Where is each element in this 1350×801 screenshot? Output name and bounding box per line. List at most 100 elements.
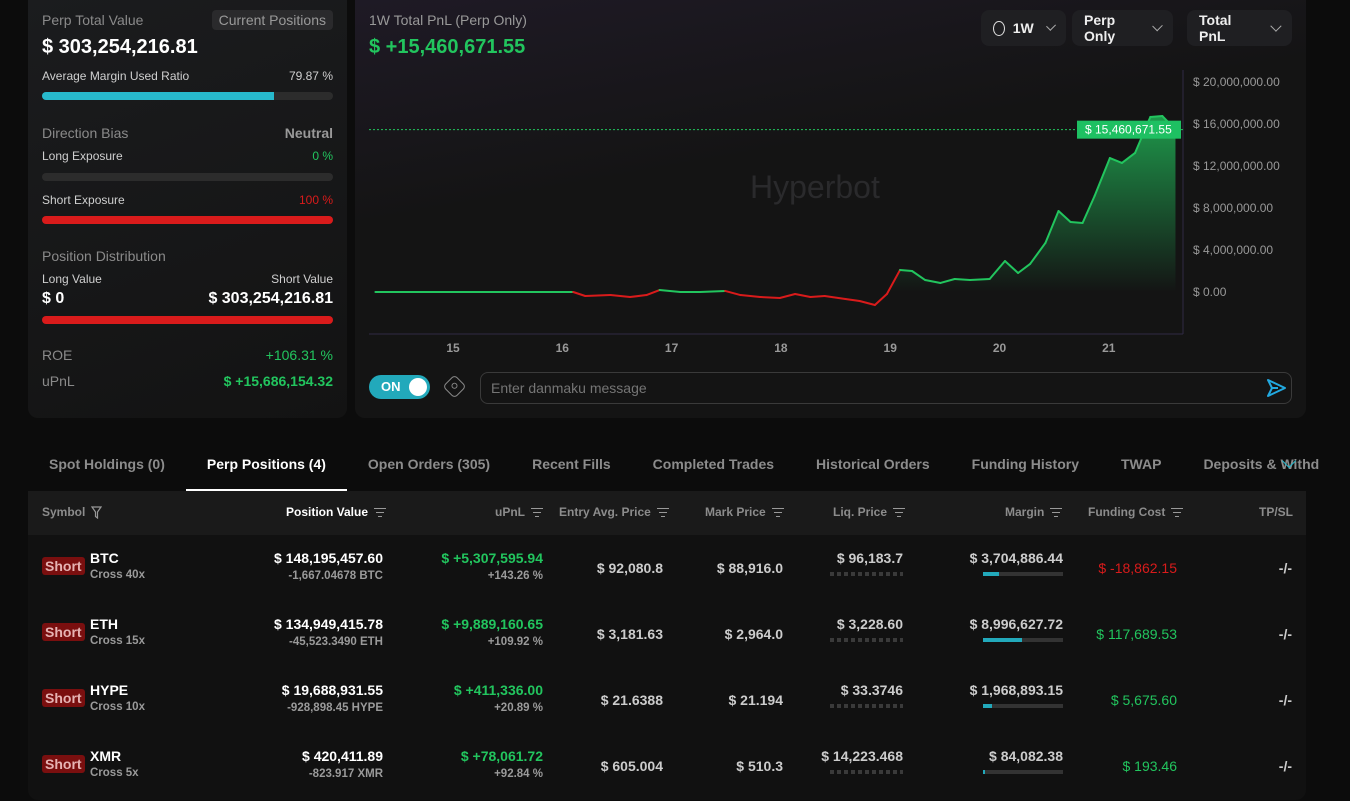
col-liq-price[interactable]: Liq. Price [833,505,906,519]
pnl-line-segment [1069,220,1084,225]
liq-price: $ 96,183.7 [836,550,903,566]
pnl-line-segment [584,294,612,297]
pnl-line-segment [968,277,991,282]
tab-recent-fills[interactable]: Recent Fills [532,456,611,472]
y-tick-label: $ 8,000,000.00 [1193,201,1273,215]
funding-cost: $ -18,862.15 [1098,560,1177,576]
danmaku-toggle[interactable]: ON [369,375,430,399]
roe-label: ROE [42,347,73,363]
margin-bar [983,704,1063,708]
tab-perp-positions[interactable]: Perp Positions (4) [185,441,347,491]
send-icon[interactable] [1265,377,1287,399]
short-exposure-bar [42,216,333,224]
long-exposure-label: Long Exposure [42,149,123,163]
upnl: $ +411,336.00 [453,682,543,698]
tab-twap[interactable]: TWAP [1120,456,1162,472]
metric-select[interactable]: Total PnL [1187,10,1292,46]
pnl-line-segment [645,289,661,297]
tpsl[interactable]: -/- [1278,758,1292,774]
margin-ratio-label: Average Margin Used Ratio [42,69,190,83]
col-funding-cost[interactable]: Funding Cost [1088,505,1184,519]
short-exposure-value: 100 % [298,193,333,207]
entry-price: $ 605.004 [600,758,663,774]
symbol[interactable]: ETH [90,616,118,632]
symbol[interactable]: XMR [90,748,122,764]
col-margin[interactable]: Margin [1005,505,1063,519]
position-size: -1,667.04678 BTC [288,570,383,582]
table-row[interactable]: Short HYPE Cross 10x $ 19,688,931.55 -928,… [28,667,1306,733]
mark-price: $ 510.3 [736,758,783,774]
x-tick-label: 19 [884,341,898,355]
symbol[interactable]: HYPE [90,682,129,698]
side-badge: Short [42,689,85,707]
tab-spot-holdings[interactable]: Spot Holdings (0) [49,456,165,472]
margin: $ 84,082.38 [989,748,1063,764]
col-upnl[interactable]: uPnL [495,505,543,519]
margin-bar [983,770,1063,774]
pnl-line-segment [794,292,812,299]
tab-completed-trades[interactable]: Completed Trades [652,456,775,472]
col-entry-price[interactable]: Entry Avg. Price [559,505,669,519]
pnl-line-segment [1057,210,1072,223]
watermark: Hyperbot [750,169,880,205]
pnl-line-segment [988,260,1006,280]
toggle-label: ON [381,379,401,394]
tab-funding-history[interactable]: Funding History [971,456,1079,472]
sort-icon [656,507,669,517]
x-tick-label: 17 [665,341,679,355]
range-select-value: 1W [1012,20,1034,36]
table-row[interactable]: Short ETH Cross 15x $ 134,949,415.78 -45,5… [28,601,1306,667]
danmaku-input[interactable] [480,372,1292,404]
scope-select[interactable]: Perp Only [1072,10,1173,46]
range-select[interactable]: 1W [981,10,1066,46]
pnl-line-segment [1093,157,1111,198]
funding-cost: $ 5,675.60 [1110,692,1177,708]
col-mark-price[interactable]: Mark Price [705,505,784,519]
pnl-line-segment [1120,151,1137,164]
upnl-percent: +20.89 % [494,702,543,714]
filter-icon[interactable] [91,505,103,519]
pnl-line-segment [953,277,971,282]
clock-icon [993,20,1005,36]
margin-bar [983,638,1063,642]
mark-price: $ 2,964.0 [724,626,783,642]
pnl-line-segment [1017,262,1032,274]
danmaku-settings-icon[interactable] [442,374,467,399]
position-distribution-label: Position Distribution [42,248,166,264]
col-position-value[interactable]: Position Value [286,505,387,519]
funding-cost: $ 117,689.53 [1096,626,1177,642]
current-positions-button[interactable]: Current Positions [211,10,333,30]
mark-price: $ 21.194 [728,692,784,708]
pnl-area [375,116,1176,293]
tpsl[interactable]: -/- [1278,560,1292,576]
position-size: -45,523.3490 ETH [289,636,383,648]
sort-icon [771,507,784,517]
liq-price: $ 3,228.60 [836,616,903,632]
pnl-line-segment [1003,260,1020,274]
long-exposure-value: 0 % [312,149,333,163]
table-row[interactable]: Short XMR Cross 5x $ 420,411.89 -823.917 X… [28,733,1306,799]
tab-historical-orders[interactable]: Historical Orders [816,456,930,472]
chart-pnl-value: $ +15,460,671.55 [369,36,526,58]
distribution-bar [42,316,333,324]
tab-deposits-withd[interactable]: Deposits & Withd [1203,456,1320,472]
upnl-percent: +109.92 % [487,636,543,648]
table-row[interactable]: Short BTC Cross 40x $ 148,195,457.60 -1,66… [28,535,1306,601]
margin: $ 1,968,893.15 [969,682,1063,698]
pnl-line-segment [1044,210,1060,244]
leverage: Cross 40x [90,569,145,581]
tpsl[interactable]: -/- [1278,692,1292,708]
tpsl[interactable]: -/- [1278,626,1292,642]
col-symbol[interactable]: Symbol [42,505,103,519]
symbol[interactable]: BTC [90,550,119,566]
pnl-line-segment [699,289,727,293]
perp-total-label: Perp Total Value [42,12,144,28]
pnl-line-segment [1149,115,1164,118]
table-header: Symbol Position Value uPnL Entry Avg. Pr… [28,491,1306,535]
y-tick-label: $ 16,000,000.00 [1193,117,1280,131]
direction-bias-value: Neutral [284,125,333,141]
margin-bar [983,572,1063,576]
x-tick-label: 16 [556,341,570,355]
tab-open-orders[interactable]: Open Orders (305) [367,456,491,472]
pnl-line-segment [823,294,847,301]
